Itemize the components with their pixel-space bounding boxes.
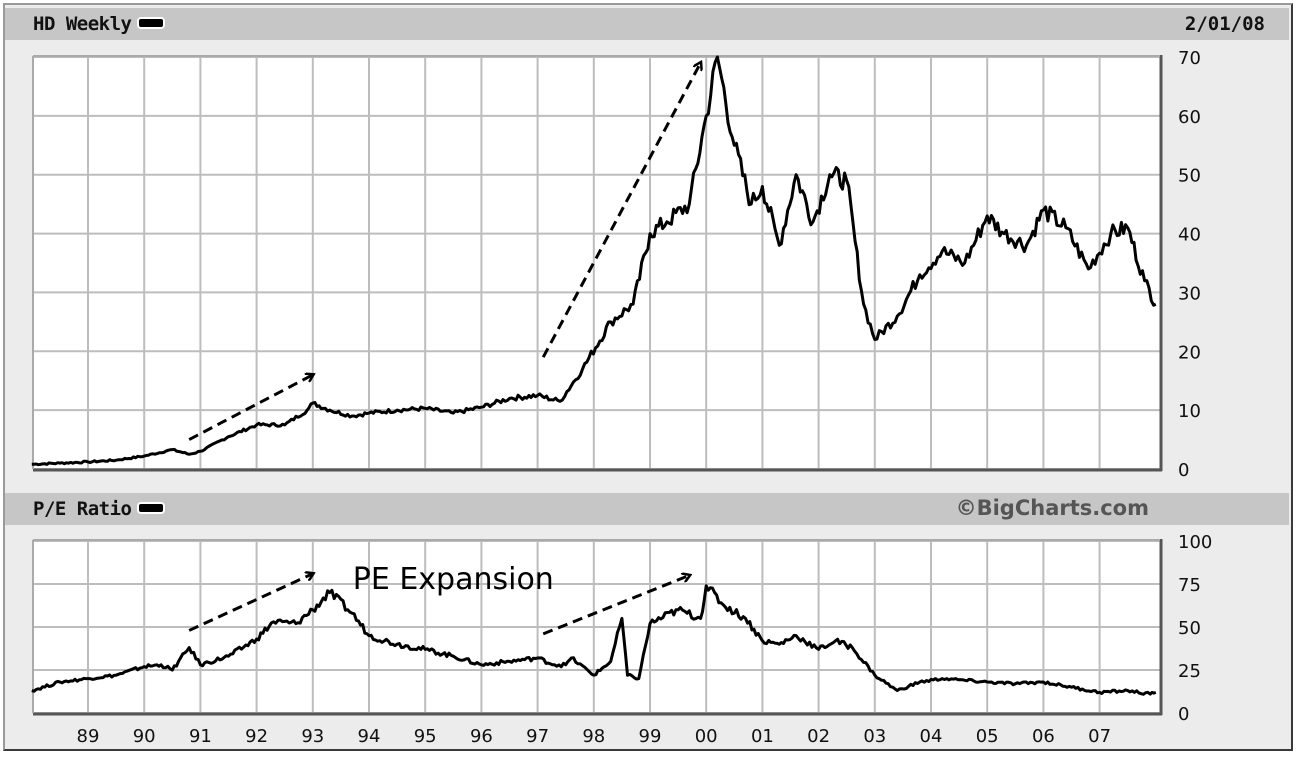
x-tick-label: 06 bbox=[1032, 726, 1055, 747]
legend-line-icon bbox=[137, 16, 166, 29]
x-tick-label: 89 bbox=[77, 726, 100, 747]
price-chart-header: HD Weekly 2/01/08 bbox=[5, 8, 1289, 40]
price-chart-title-text: HD Weekly bbox=[33, 13, 132, 35]
x-tick-label: 97 bbox=[526, 726, 549, 747]
x-tick-label: 95 bbox=[414, 726, 437, 747]
pe-chart-header: P/E Ratio ©BigCharts.com bbox=[5, 493, 1289, 525]
x-tick-label: 91 bbox=[189, 726, 212, 747]
y-tick-label: 0 bbox=[1178, 704, 1189, 725]
x-tick-label: 90 bbox=[133, 726, 156, 747]
legend-line-icon bbox=[137, 501, 166, 514]
chart-date: 2/01/08 bbox=[1184, 13, 1265, 35]
x-tick-label: 01 bbox=[751, 726, 774, 747]
pe-series-line bbox=[31, 584, 1157, 696]
y-tick-label: 10 bbox=[1178, 401, 1201, 422]
dashed-arrow-annotation bbox=[188, 375, 313, 441]
y-tick-label: 75 bbox=[1178, 575, 1201, 596]
x-tick-label: 04 bbox=[920, 726, 943, 747]
x-tick-label: 02 bbox=[807, 726, 830, 747]
pe-expansion-label: PE Expansion bbox=[353, 562, 554, 597]
brand-watermark: ©BigCharts.com bbox=[955, 496, 1149, 520]
y-tick-label: 50 bbox=[1178, 618, 1201, 639]
x-tick-label: 94 bbox=[358, 726, 381, 747]
dashed-arrow-annotation bbox=[542, 575, 689, 636]
x-axis-labels: 89 90 91 92 93 94 95 96 97 98 99 00 01 02 03 04 05 06 07 bbox=[77, 726, 1112, 747]
x-tick-label: 98 bbox=[582, 726, 605, 747]
x-tick-label: 03 bbox=[863, 726, 886, 747]
y-tick-label: 50 bbox=[1178, 166, 1201, 187]
y-tick-label: 25 bbox=[1178, 661, 1201, 682]
y-tick-label: 30 bbox=[1178, 283, 1201, 304]
dashed-arrow-annotation bbox=[541, 63, 700, 358]
x-tick-label: 96 bbox=[470, 726, 493, 747]
x-tick-label: 00 bbox=[695, 726, 718, 747]
plot-background bbox=[33, 55, 1160, 469]
price-series-line bbox=[31, 55, 1157, 467]
dashed-arrow-annotation bbox=[188, 574, 313, 632]
price-plot-area: 0 10 20 30 40 50 60 70 bbox=[31, 48, 1201, 481]
x-tick-label: 99 bbox=[639, 726, 662, 747]
y-tick-label: 70 bbox=[1178, 48, 1201, 69]
y-tick-label: 60 bbox=[1178, 107, 1201, 128]
y-tick-label: 0 bbox=[1178, 460, 1189, 481]
x-tick-label: 93 bbox=[301, 726, 324, 747]
y-tick-label: 100 bbox=[1178, 532, 1212, 553]
pe-chart-title-text: P/E Ratio bbox=[33, 498, 132, 520]
x-tick-label: 92 bbox=[245, 726, 268, 747]
y-tick-label: 40 bbox=[1178, 225, 1201, 246]
pe-plot-area: 0 25 50 75 100 bbox=[31, 532, 1212, 725]
y-tick-label: 20 bbox=[1178, 342, 1201, 363]
x-tick-label: 05 bbox=[976, 726, 999, 747]
price-chart-title: HD Weekly bbox=[33, 13, 166, 35]
pe-chart-title: P/E Ratio bbox=[33, 498, 166, 520]
x-tick-label: 07 bbox=[1088, 726, 1111, 747]
